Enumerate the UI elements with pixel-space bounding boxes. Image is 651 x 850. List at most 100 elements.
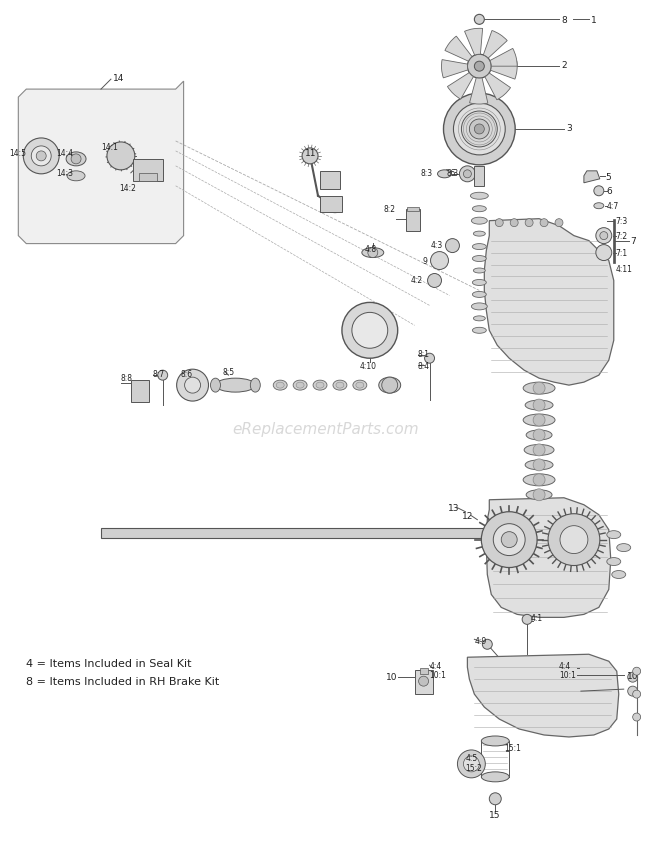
Ellipse shape bbox=[523, 414, 555, 426]
Text: 14:1: 14:1 bbox=[101, 143, 118, 152]
Circle shape bbox=[533, 459, 545, 471]
Bar bbox=[131, 380, 149, 402]
Text: 4:5: 4:5 bbox=[465, 754, 478, 763]
Text: 8:4: 8:4 bbox=[417, 362, 430, 371]
Text: 4:1: 4:1 bbox=[531, 615, 543, 623]
Text: 4:9: 4:9 bbox=[475, 638, 486, 646]
Circle shape bbox=[540, 218, 548, 227]
Ellipse shape bbox=[362, 247, 383, 258]
Text: 4:6: 4:6 bbox=[443, 169, 456, 178]
Ellipse shape bbox=[594, 203, 604, 209]
Circle shape bbox=[467, 54, 492, 78]
Circle shape bbox=[533, 382, 545, 394]
Text: 4:2: 4:2 bbox=[411, 276, 422, 286]
Circle shape bbox=[555, 218, 563, 227]
Ellipse shape bbox=[473, 231, 485, 236]
Circle shape bbox=[533, 429, 545, 441]
Circle shape bbox=[495, 218, 503, 227]
Bar bbox=[613, 218, 615, 263]
Wedge shape bbox=[490, 48, 517, 66]
Text: 4:7: 4:7 bbox=[607, 201, 619, 211]
Text: 7: 7 bbox=[631, 236, 637, 246]
Circle shape bbox=[475, 124, 484, 134]
Ellipse shape bbox=[66, 152, 86, 166]
Ellipse shape bbox=[379, 377, 400, 393]
Text: 10:1: 10:1 bbox=[430, 672, 447, 680]
Ellipse shape bbox=[437, 170, 451, 178]
Ellipse shape bbox=[353, 380, 367, 390]
Text: 14:5: 14:5 bbox=[9, 149, 26, 158]
Circle shape bbox=[633, 690, 641, 698]
Text: 8 = Items Included in RH Brake Kit: 8 = Items Included in RH Brake Kit bbox=[26, 677, 219, 687]
Ellipse shape bbox=[273, 380, 287, 390]
Bar bbox=[101, 528, 490, 538]
Bar bbox=[139, 173, 157, 181]
Text: 4 = Items Included in Seal Kit: 4 = Items Included in Seal Kit bbox=[26, 660, 192, 669]
Wedge shape bbox=[491, 61, 517, 79]
Text: 10: 10 bbox=[386, 673, 397, 683]
Wedge shape bbox=[483, 31, 507, 58]
Wedge shape bbox=[441, 60, 468, 78]
Wedge shape bbox=[447, 72, 473, 99]
Circle shape bbox=[328, 199, 342, 212]
Bar bbox=[415, 670, 432, 694]
Text: 8: 8 bbox=[561, 16, 567, 26]
Circle shape bbox=[419, 677, 428, 686]
Ellipse shape bbox=[473, 268, 485, 273]
Circle shape bbox=[342, 303, 398, 358]
Ellipse shape bbox=[473, 206, 486, 212]
Circle shape bbox=[533, 400, 545, 411]
Ellipse shape bbox=[473, 244, 486, 250]
Ellipse shape bbox=[251, 378, 260, 392]
Text: 15:1: 15:1 bbox=[505, 744, 521, 753]
Ellipse shape bbox=[293, 380, 307, 390]
Circle shape bbox=[158, 371, 168, 380]
Ellipse shape bbox=[473, 280, 486, 286]
Ellipse shape bbox=[333, 380, 347, 390]
Polygon shape bbox=[484, 218, 614, 385]
Circle shape bbox=[475, 61, 484, 71]
Ellipse shape bbox=[607, 530, 621, 539]
Polygon shape bbox=[486, 498, 611, 617]
Text: 10:1: 10:1 bbox=[559, 672, 576, 680]
Circle shape bbox=[510, 218, 518, 227]
Text: 11: 11 bbox=[305, 149, 316, 158]
Text: 14: 14 bbox=[113, 74, 124, 83]
Circle shape bbox=[462, 111, 497, 147]
Circle shape bbox=[501, 531, 517, 547]
Bar bbox=[406, 209, 420, 230]
Circle shape bbox=[424, 354, 434, 363]
Ellipse shape bbox=[526, 430, 552, 440]
Text: 6: 6 bbox=[607, 187, 613, 196]
Circle shape bbox=[525, 218, 533, 227]
Ellipse shape bbox=[471, 192, 488, 199]
Text: 2: 2 bbox=[561, 61, 566, 71]
Ellipse shape bbox=[210, 378, 221, 392]
Text: 15: 15 bbox=[490, 811, 501, 819]
Circle shape bbox=[596, 245, 612, 261]
Text: 7:3: 7:3 bbox=[616, 217, 628, 226]
Circle shape bbox=[71, 154, 81, 164]
Ellipse shape bbox=[524, 445, 554, 456]
Circle shape bbox=[464, 756, 479, 772]
Text: 4:4: 4:4 bbox=[430, 662, 442, 672]
Text: 8:3: 8:3 bbox=[447, 169, 458, 178]
Ellipse shape bbox=[473, 292, 486, 297]
Circle shape bbox=[482, 639, 492, 649]
Text: 15:2: 15:2 bbox=[465, 764, 482, 773]
Bar bbox=[320, 196, 342, 212]
Bar bbox=[133, 159, 163, 181]
Ellipse shape bbox=[523, 473, 555, 486]
Circle shape bbox=[493, 524, 525, 556]
Circle shape bbox=[600, 232, 608, 240]
Ellipse shape bbox=[473, 256, 486, 262]
Text: 13: 13 bbox=[447, 504, 459, 513]
Ellipse shape bbox=[607, 558, 621, 565]
Polygon shape bbox=[467, 654, 618, 737]
Text: 8:2: 8:2 bbox=[383, 205, 396, 213]
Text: 9: 9 bbox=[422, 257, 428, 265]
Circle shape bbox=[302, 148, 318, 164]
Bar bbox=[320, 171, 340, 189]
Text: 10: 10 bbox=[627, 672, 638, 681]
Ellipse shape bbox=[356, 382, 364, 388]
